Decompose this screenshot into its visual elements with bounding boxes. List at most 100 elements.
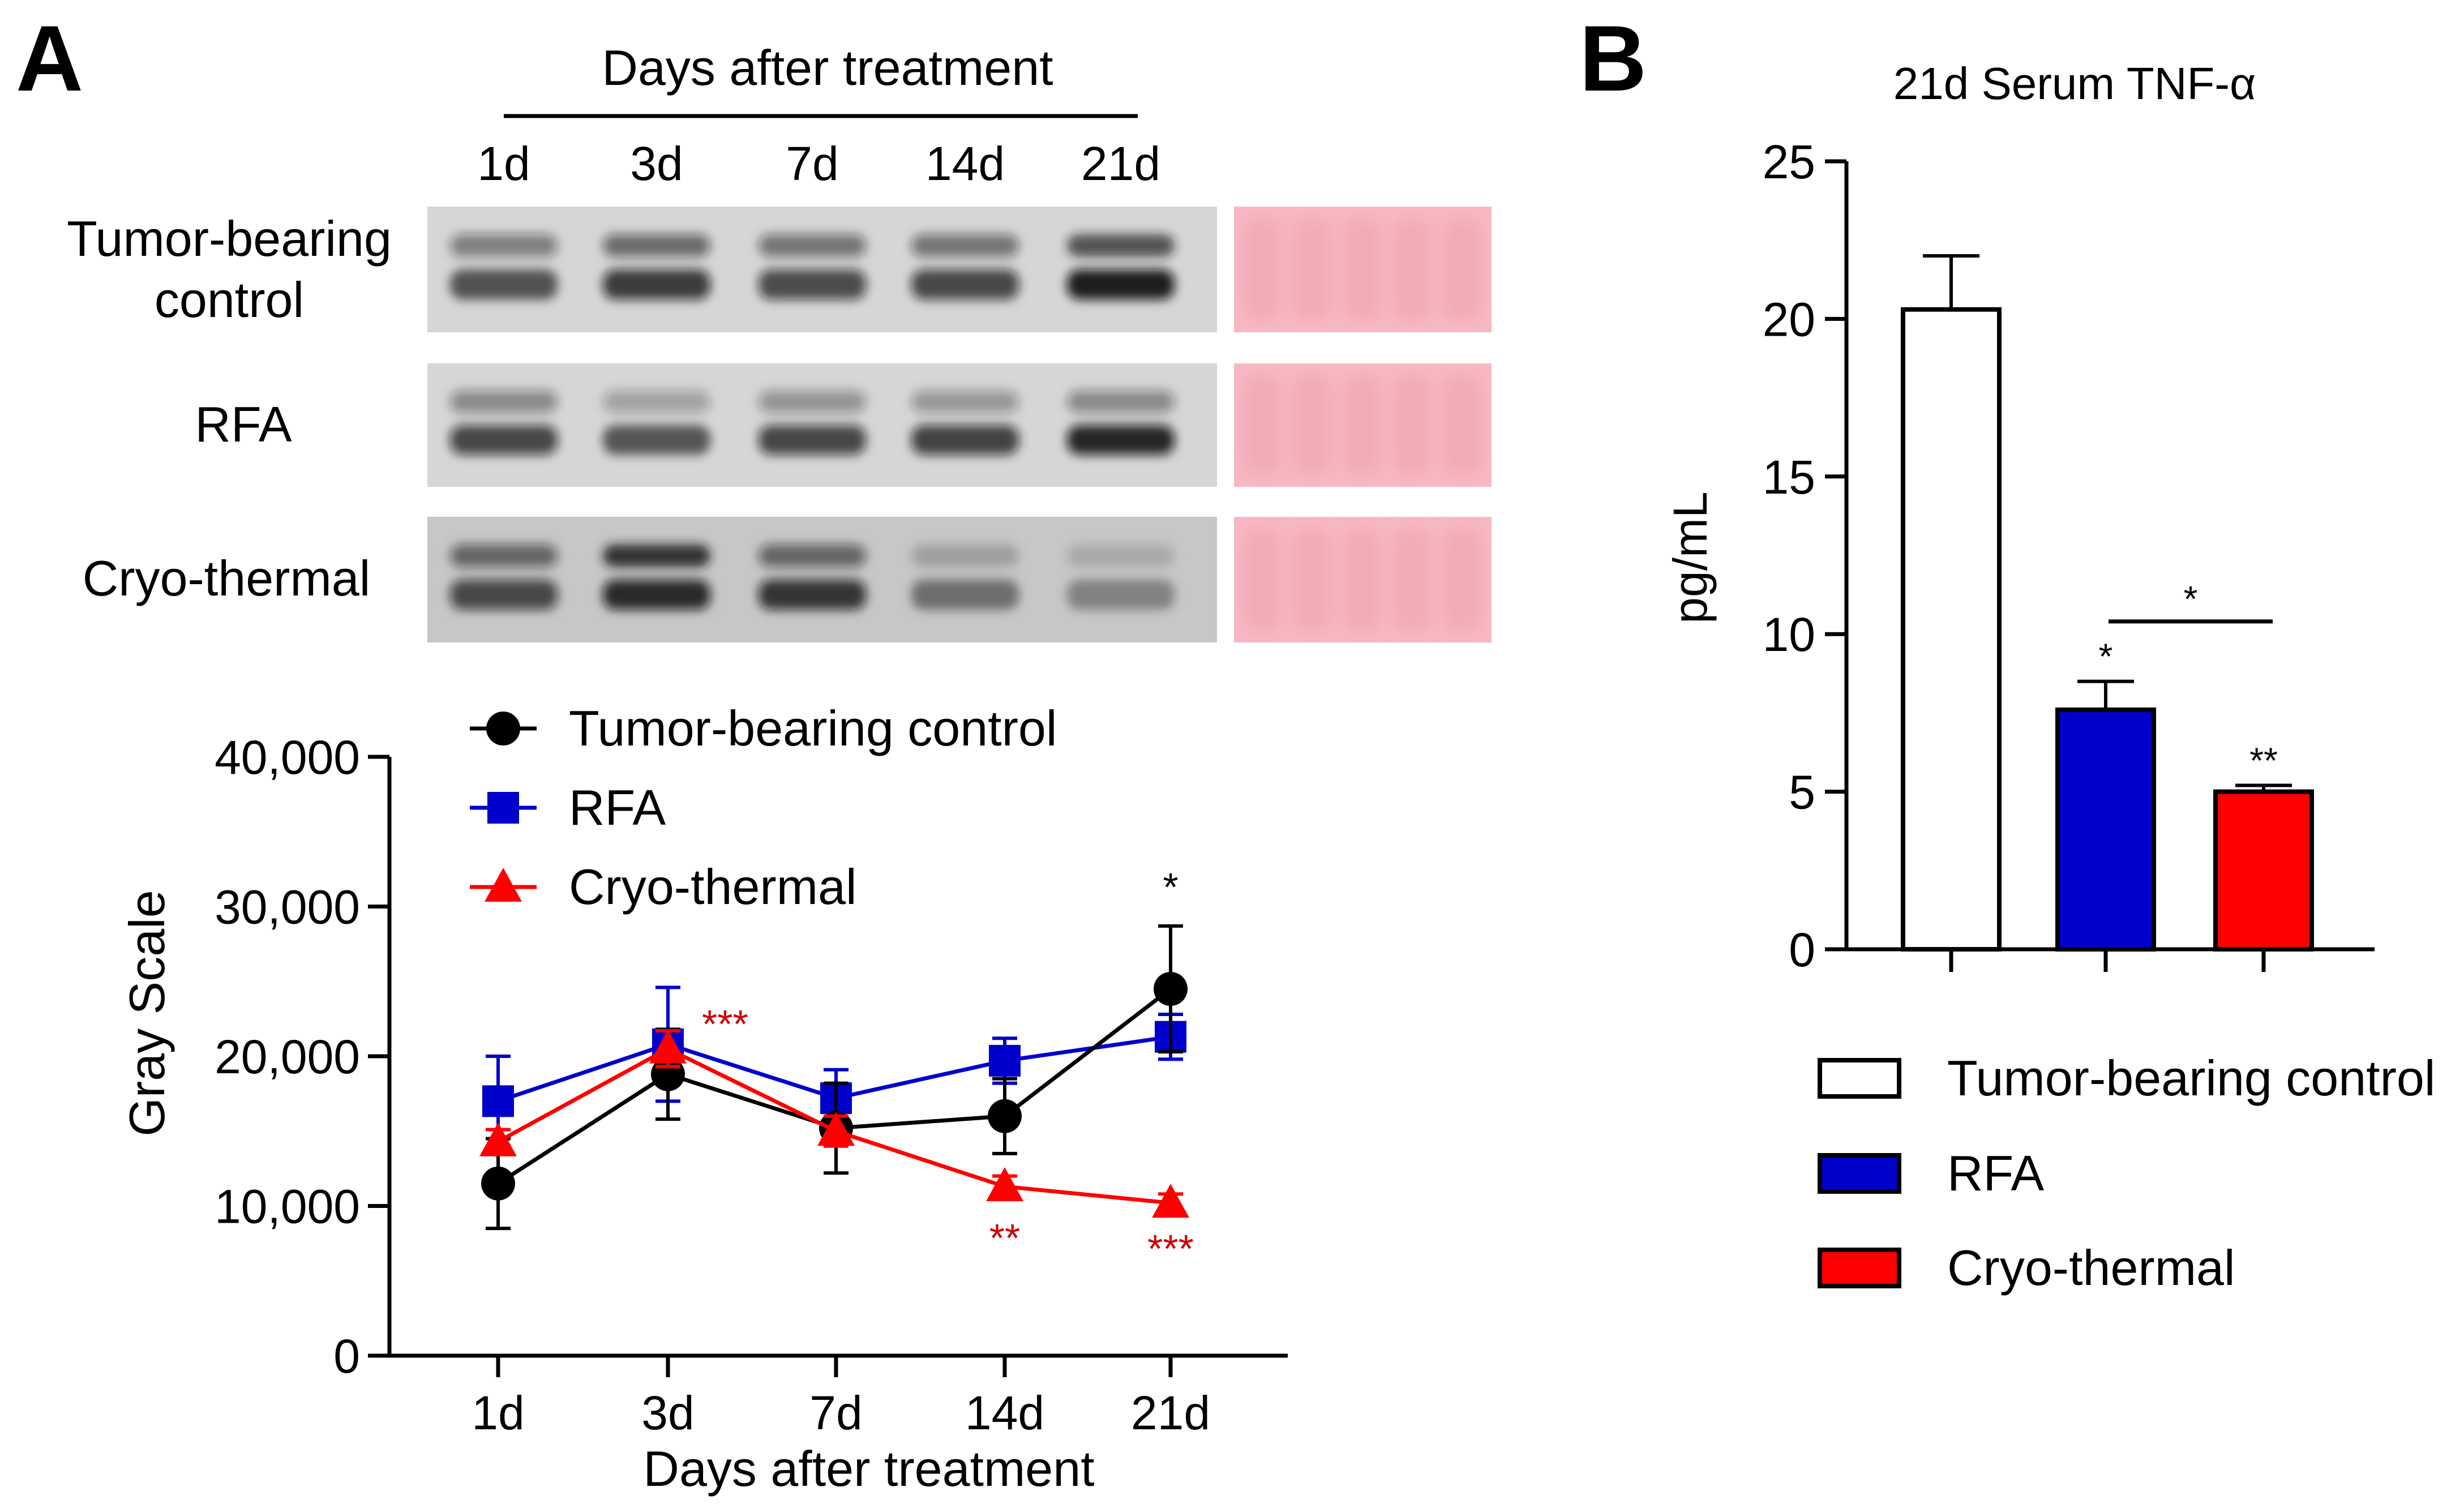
- data-point: [482, 1085, 514, 1117]
- legend: Tumor-bearing control RFA Cryo-thermal: [470, 700, 1057, 915]
- data-point: [649, 1029, 687, 1064]
- ponceau-lane: [1342, 528, 1382, 631]
- ponceau-lane: [1442, 528, 1481, 631]
- y-tick-label: 40,000: [215, 731, 360, 784]
- data-point: [986, 1167, 1023, 1202]
- legend-item: RFA: [470, 779, 666, 835]
- blot-lane-label: 1d: [477, 137, 530, 190]
- legend-label: RFA: [1947, 1145, 2044, 1201]
- blot-row-label: control: [155, 272, 304, 328]
- blot-band-lower: [1067, 269, 1175, 300]
- blot-row-image: [427, 517, 1492, 642]
- data-point: [481, 1166, 515, 1201]
- blot-lane-label: 21d: [1081, 137, 1160, 190]
- x-axis-label: Days after treatment: [643, 1441, 1094, 1497]
- ponceau-lane: [1342, 375, 1382, 475]
- blot-band-lower: [603, 425, 710, 455]
- legend-label: Tumor-bearing control: [569, 700, 1057, 756]
- blot-header: Days after treatment: [602, 40, 1053, 96]
- blot-band-lower: [603, 580, 710, 610]
- data-point: [817, 1112, 855, 1146]
- blot-band-lower: [1067, 425, 1175, 455]
- blot-band-lower: [603, 269, 710, 300]
- legend-marker: [485, 868, 522, 902]
- y-tick-label: 10: [1763, 608, 1815, 661]
- blot-lane-labels: 1d 3d 7d 14d 21d: [477, 137, 1160, 190]
- blot-band-lower: [450, 269, 558, 300]
- blot-band-lower: [450, 580, 558, 610]
- bar: [2213, 789, 2314, 952]
- bar: [1901, 307, 2002, 952]
- blot-band-upper: [1067, 390, 1175, 413]
- blot-band-upper: [603, 234, 710, 257]
- significance-star: *: [2184, 579, 2198, 619]
- blot-row-label: Tumor-bearing: [67, 211, 392, 267]
- blot-band-upper: [911, 544, 1019, 567]
- blot-band-lower: [1067, 580, 1175, 610]
- y-tick-label: 0: [1789, 923, 1815, 976]
- legend-item: Cryo-thermal: [470, 859, 857, 915]
- series-cryo-thermal: [479, 1029, 1189, 1218]
- legend-label: Tumor-bearing control: [1947, 1050, 2435, 1106]
- ponceau-lane: [1442, 218, 1481, 321]
- blot-band-lower: [759, 580, 866, 610]
- blot-band-upper: [450, 234, 558, 257]
- significance-star: *: [1163, 865, 1178, 909]
- y-tick-label: 30,000: [215, 881, 360, 934]
- blot-band-lower: [911, 580, 1019, 610]
- blot-row-label: Cryo-thermal: [83, 550, 371, 606]
- y-axis-label: Gray Scale: [119, 890, 175, 1136]
- y-tick-label: 5: [1789, 766, 1815, 819]
- legend-swatch: [1818, 1153, 1901, 1194]
- blot-lane-label: 7d: [786, 137, 838, 190]
- ponceau-lane: [1292, 375, 1332, 475]
- blot-band-upper: [1067, 234, 1175, 257]
- ponceau-lane: [1392, 528, 1432, 631]
- blot-band-upper: [603, 544, 710, 567]
- ponceau-lane: [1442, 375, 1481, 475]
- blot-band-lower: [759, 269, 866, 300]
- legend-marker: [486, 712, 520, 745]
- ponceau-lane: [1242, 375, 1282, 475]
- data-point: [989, 1044, 1021, 1077]
- blot-row-image: [427, 207, 1492, 332]
- blot-band-upper: [1067, 544, 1175, 567]
- y-tick-label: 20,000: [215, 1030, 360, 1083]
- y-tick-label: 25: [1763, 135, 1815, 188]
- gray-scale-line-chart: 0 10,000 20,000 30,000 40,000 1d 3d 7d 14d 21d Day…: [119, 700, 1288, 1497]
- data-point: [479, 1122, 517, 1156]
- legend-item: Tumor-bearing control: [1818, 1050, 2435, 1106]
- tnf-alpha-bar-chart: 21d Serum TNF-α0510152025pg/mL****Tumor-…: [1664, 58, 2435, 1296]
- legend-swatch: [1818, 1058, 1901, 1099]
- blot-images: [427, 207, 1492, 642]
- significance-star: ***: [702, 1002, 748, 1046]
- blot-band-upper: [759, 544, 866, 567]
- significance-star: **: [989, 1216, 1020, 1260]
- blot-band-lower: [911, 269, 1019, 300]
- panel-b-letter: B: [1579, 6, 1647, 110]
- x-tick-label: 21d: [1131, 1386, 1210, 1439]
- significance-star: ***: [1147, 1227, 1194, 1271]
- legend-item: RFA: [1818, 1145, 2044, 1201]
- legend-swatch: [1818, 1248, 1901, 1288]
- blot-row-label: RFA: [195, 396, 292, 452]
- ponceau-lane: [1292, 218, 1332, 321]
- x-tick-label: 7d: [809, 1386, 862, 1439]
- significance-star: *: [2099, 636, 2113, 677]
- ponceau-lane: [1392, 375, 1432, 475]
- legend-item: Tumor-bearing control: [470, 700, 1057, 756]
- blot-band-lower: [911, 425, 1019, 455]
- blot-band-upper: [603, 390, 710, 413]
- x-tick-label: 14d: [965, 1386, 1044, 1439]
- blot-lane-label: 14d: [925, 137, 1005, 190]
- legend-marker: [487, 792, 519, 824]
- ponceau-lane: [1242, 218, 1282, 321]
- blot-band-lower: [759, 425, 866, 455]
- blot-band-upper: [450, 390, 558, 413]
- data-point: [1152, 1184, 1189, 1218]
- legend-label: Cryo-thermal: [1947, 1240, 2235, 1296]
- blot-row-image: [427, 363, 1492, 487]
- bar: [2055, 707, 2156, 952]
